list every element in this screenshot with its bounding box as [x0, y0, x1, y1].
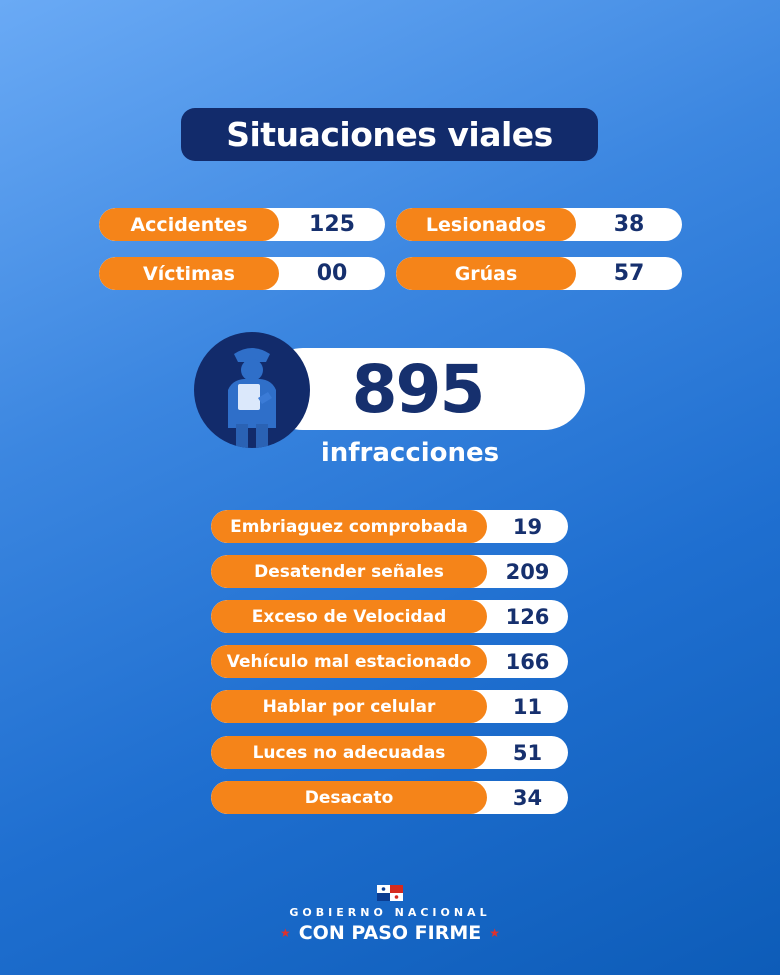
infraction-label: Vehículo mal estacionado — [211, 645, 487, 678]
infraction-label: Luces no adecuadas — [211, 736, 487, 769]
summary-value: 00 — [316, 261, 348, 286]
summary-value: 57 — [613, 261, 645, 286]
gobierno-logo: GOBIERNO NACIONAL ★ CON PASO FIRME ★ — [270, 882, 510, 952]
summary-accidentes: Accidentes 125 — [99, 208, 385, 241]
infraction-row: Embriaguez comprobada 19 — [211, 510, 568, 543]
summary-victimas: Víctimas 00 — [99, 257, 385, 290]
footer-line2: CON PASO FIRME — [298, 922, 482, 944]
summary-label: Accidentes — [99, 208, 279, 241]
infraction-row: Luces no adecuadas 51 — [211, 736, 568, 769]
traffic-officer-icon — [194, 332, 310, 448]
star-icon: ★ — [279, 926, 291, 940]
infraction-value: 51 — [512, 740, 543, 765]
footer-line2-row: ★ CON PASO FIRME ★ — [270, 922, 510, 944]
panama-flag-icon — [377, 885, 403, 901]
infraction-label: Hablar por celular — [211, 690, 487, 723]
infraction-value: 209 — [505, 559, 550, 584]
infraction-label: Desacato — [211, 781, 487, 814]
footer-line1: GOBIERNO NACIONAL — [289, 906, 491, 919]
infracciones-label: infracciones — [320, 438, 500, 468]
infraction-row: Desacato 34 — [211, 781, 568, 814]
summary-value: 38 — [613, 212, 645, 237]
infraction-row: Hablar por celular 11 — [211, 690, 568, 723]
infraction-value: 166 — [505, 649, 550, 674]
summary-label: Grúas — [396, 257, 576, 290]
page-title: Situaciones viales — [226, 115, 553, 154]
summary-label: Lesionados — [396, 208, 576, 241]
summary-gruas: Grúas 57 — [396, 257, 682, 290]
infraction-label: Exceso de Velocidad — [211, 600, 487, 633]
infraction-label: Embriaguez comprobada — [211, 510, 487, 543]
infraction-label: Desatender señales — [211, 555, 487, 588]
infraction-value: 19 — [512, 514, 543, 539]
infraction-value: 11 — [512, 694, 543, 719]
summary-label: Víctimas — [99, 257, 279, 290]
summary-value: 125 — [309, 212, 355, 237]
infraction-value: 34 — [512, 785, 543, 810]
star-icon: ★ — [489, 926, 501, 940]
title-banner: Situaciones viales — [181, 108, 598, 161]
infracciones-total: 895 — [351, 350, 486, 428]
infraction-row: Desatender señales 209 — [211, 555, 568, 588]
infracciones-total-pill: 895 — [262, 348, 585, 430]
infraction-value: 126 — [505, 604, 550, 629]
infraction-row: Exceso de Velocidad 126 — [211, 600, 568, 633]
summary-lesionados: Lesionados 38 — [396, 208, 682, 241]
infraction-row: Vehículo mal estacionado 166 — [211, 645, 568, 678]
